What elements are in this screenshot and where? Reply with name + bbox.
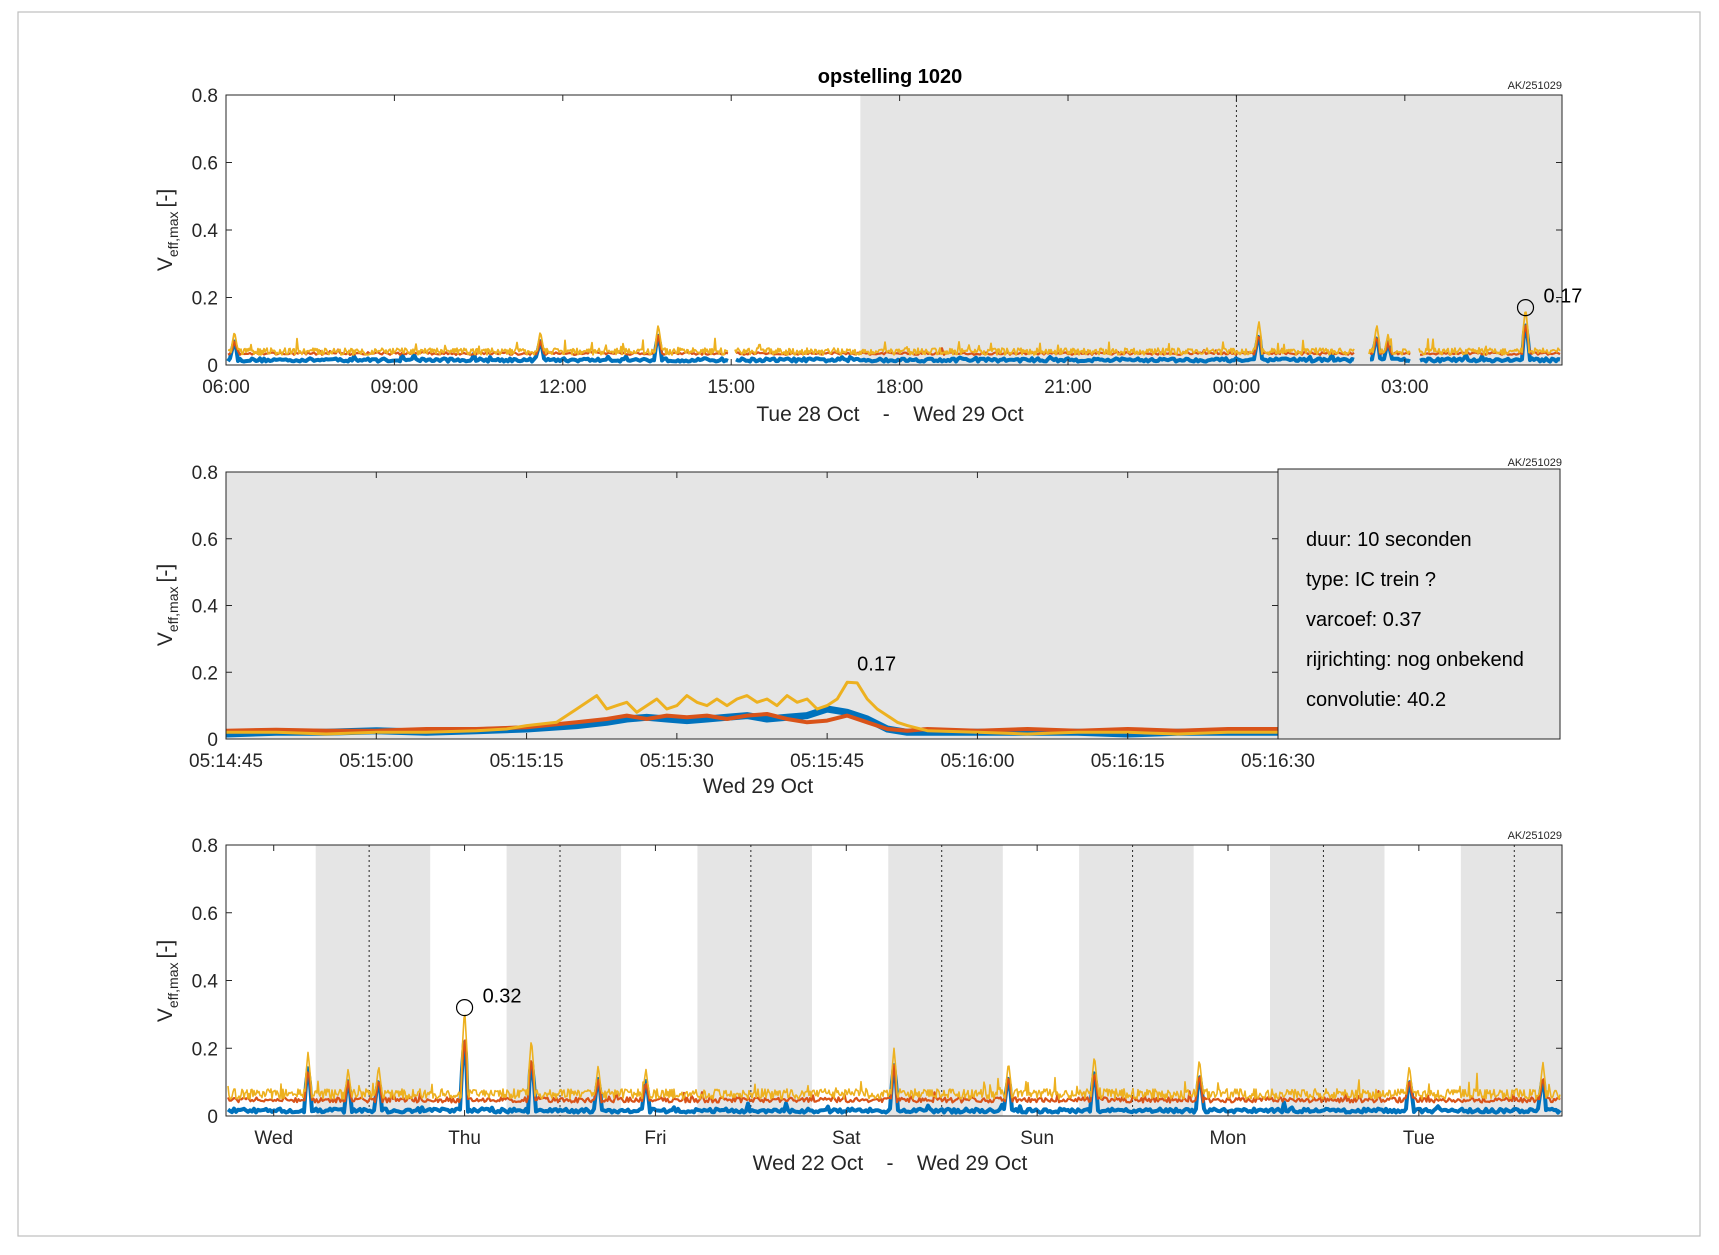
x-tick-label: 21:00 bbox=[1044, 377, 1092, 398]
night-shading bbox=[506, 845, 622, 1116]
info-varcoef: varcoef: 0.37 bbox=[1306, 609, 1422, 631]
svg-text:Veff,max[-]: Veff,max [-] bbox=[154, 189, 181, 271]
panel-tag: AK/251029 bbox=[1508, 457, 1562, 469]
y-tick-label: 0 bbox=[207, 730, 218, 751]
x-tick-label: 05:14:45 bbox=[189, 751, 263, 772]
peak-label: 0.32 bbox=[483, 986, 522, 1008]
series-1-trace bbox=[226, 323, 1561, 364]
y-tick-label: 0.6 bbox=[192, 154, 218, 175]
plot-area-week: 0 0.2 0.4 0.6 0.8 Wed Thu Fri Sat Sun Mon Tue 0.32 bbox=[192, 836, 1563, 1149]
plot-background bbox=[226, 472, 1278, 739]
y-axis-label: Veff,max [-] bbox=[154, 189, 181, 271]
x-tick-label: Sat bbox=[832, 1128, 861, 1149]
night-shading bbox=[1079, 845, 1194, 1116]
plot-area-event: 0 0.2 0.4 0.6 0.8 05:14:45 05:15:00 05:15:15 05:… bbox=[189, 463, 1315, 772]
x-tick-label: Tue bbox=[1403, 1128, 1435, 1149]
y-label-subscript: eff,max bbox=[165, 963, 181, 1009]
y-tick-label: 0 bbox=[207, 356, 218, 377]
y-label-subscript: eff,max bbox=[165, 212, 181, 258]
y-tick-label: 0.6 bbox=[192, 904, 218, 925]
y-tick-label: 0.8 bbox=[192, 86, 218, 107]
x-tick-label: Mon bbox=[1210, 1128, 1247, 1149]
panel-tag: AK/251029 bbox=[1508, 80, 1562, 92]
peak-label: 0.17 bbox=[857, 653, 896, 675]
x-tick-label: 05:15:30 bbox=[640, 751, 714, 772]
y-tick-label: 0.2 bbox=[192, 663, 218, 684]
y-tick-label: 0.4 bbox=[192, 972, 219, 993]
y-tick-label: 0.8 bbox=[192, 463, 218, 484]
y-tick-label: 0.2 bbox=[192, 1039, 218, 1060]
series-3-trace bbox=[227, 1014, 1561, 1100]
x-tick-label: 18:00 bbox=[876, 377, 924, 398]
y-label-unit: [-] bbox=[154, 940, 177, 959]
figure-title: opstelling 1020 bbox=[818, 66, 963, 88]
info-box-frame bbox=[1277, 468, 1561, 740]
y-label-symbol: V bbox=[154, 1008, 177, 1022]
panel-overview-week: 0 0.2 0.4 0.6 0.8 Wed Thu Fri Sat Sun Mon Tue 0.32 A… bbox=[154, 830, 1563, 1175]
x-tick-label: Fri bbox=[644, 1128, 666, 1149]
x-tick-label: Wed bbox=[254, 1128, 293, 1149]
panel-tag: AK/251029 bbox=[1508, 830, 1562, 842]
series-3-line bbox=[226, 680, 1278, 736]
x-tick-label: 15:00 bbox=[707, 377, 755, 398]
x-tick-label: 09:00 bbox=[371, 377, 419, 398]
x-tick-label: 05:15:15 bbox=[490, 751, 564, 772]
night-shading bbox=[860, 95, 1562, 365]
x-tick-label: 05:16:15 bbox=[1091, 751, 1165, 772]
y-label-unit: [-] bbox=[154, 564, 177, 583]
svg-text:Veff,max[-]: Veff,max [-] bbox=[154, 564, 181, 646]
night-shading bbox=[888, 845, 1003, 1116]
event-info-box: duur: 10 seconden type: IC trein ? varco… bbox=[1277, 468, 1561, 740]
panel-overview-day: 0 0.2 0.4 0.6 0.8 06:00 09:00 12:00 15:00 18:00 21… bbox=[154, 80, 1582, 426]
y-axis-label: Veff,max [-] bbox=[154, 940, 181, 1022]
plot-area-day: 0 0.2 0.4 0.6 0.8 06:00 09:00 12:00 15:00 18:00 21… bbox=[192, 86, 1583, 398]
info-type: type: IC trein ? bbox=[1306, 569, 1436, 591]
y-tick-label: 0.8 bbox=[192, 836, 218, 857]
y-tick-label: 0.4 bbox=[192, 221, 219, 242]
y-label-symbol: V bbox=[154, 632, 177, 646]
night-shading bbox=[1460, 845, 1562, 1116]
peak-marker bbox=[1516, 299, 1535, 317]
y-label-subscript: eff,max bbox=[165, 587, 181, 633]
x-tick-label: Thu bbox=[448, 1128, 481, 1149]
y-tick-label: 0.4 bbox=[192, 597, 219, 618]
series-2-trace bbox=[226, 1039, 1561, 1104]
svg-text:Veff,max[-]: Veff,max [-] bbox=[154, 940, 181, 1022]
series-2-line bbox=[225, 712, 1278, 733]
x-tick-label: 12:00 bbox=[539, 377, 587, 398]
x-axis-label: Tue 28 Oct - Wed 29 Oct bbox=[756, 403, 1023, 426]
x-axis-label: Wed 22 Oct - Wed 29 Oct bbox=[753, 1152, 1028, 1175]
y-label-unit: [-] bbox=[154, 189, 177, 208]
x-tick-label: 05:15:45 bbox=[790, 751, 864, 772]
figure-border bbox=[17, 11, 1701, 1237]
night-shading bbox=[315, 845, 431, 1116]
night-shading bbox=[1269, 845, 1385, 1116]
x-tick-label: 05:16:30 bbox=[1241, 751, 1315, 772]
y-tick-label: 0 bbox=[207, 1107, 218, 1128]
y-label-symbol: V bbox=[154, 257, 177, 271]
series-3-trace bbox=[228, 311, 1561, 356]
x-tick-label: 06:00 bbox=[202, 377, 250, 398]
info-convolution: convolutie: 40.2 bbox=[1306, 689, 1446, 711]
panel-event-detail: 0 0.2 0.4 0.6 0.8 05:14:45 05:15:00 05:15:15 05:… bbox=[154, 457, 1562, 798]
x-axis-label: Wed 29 Oct bbox=[703, 775, 814, 798]
y-axis-label: Veff,max [-] bbox=[154, 564, 181, 646]
info-duration: duur: 10 seconden bbox=[1306, 529, 1472, 551]
x-tick-label: 00:00 bbox=[1213, 377, 1261, 398]
info-direction: rijrichting: nog onbekend bbox=[1306, 649, 1524, 671]
y-tick-label: 0.6 bbox=[192, 530, 218, 551]
peak-marker bbox=[455, 998, 474, 1017]
x-tick-label: Sun bbox=[1020, 1128, 1054, 1149]
x-tick-label: 05:16:00 bbox=[940, 751, 1014, 772]
x-tick-label: 05:15:00 bbox=[339, 751, 413, 772]
x-tick-label: 03:00 bbox=[1381, 377, 1429, 398]
y-tick-label: 0.2 bbox=[192, 289, 218, 310]
peak-label: 0.17 bbox=[1544, 286, 1583, 308]
night-shading bbox=[697, 845, 812, 1116]
